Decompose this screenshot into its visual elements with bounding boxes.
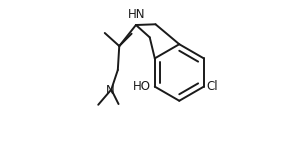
Text: N: N	[106, 84, 115, 97]
Text: HO: HO	[133, 80, 151, 93]
Text: HN: HN	[128, 8, 146, 21]
Text: Cl: Cl	[206, 80, 218, 93]
